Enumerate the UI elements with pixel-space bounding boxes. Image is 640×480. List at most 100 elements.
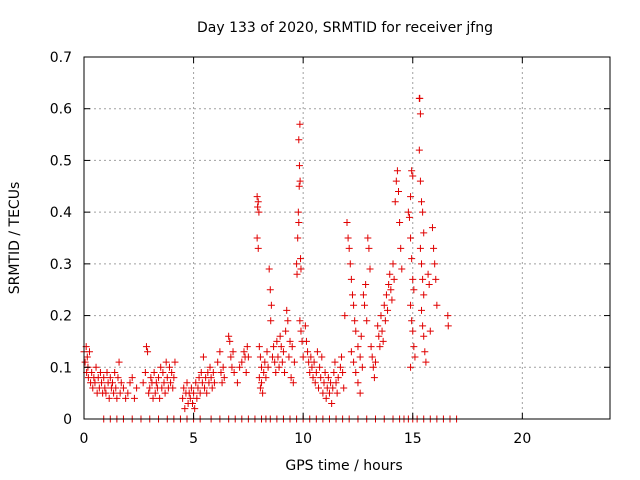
data-point xyxy=(254,198,262,206)
data-point xyxy=(306,368,314,376)
data-point xyxy=(196,389,204,397)
data-point xyxy=(83,353,91,361)
data-point xyxy=(382,291,390,299)
data-point xyxy=(201,384,209,392)
data-point xyxy=(295,182,303,190)
data-point xyxy=(198,379,206,387)
data-point xyxy=(255,374,263,382)
data-point xyxy=(416,177,424,185)
data-point xyxy=(274,353,282,361)
data-point xyxy=(81,358,89,366)
data-point xyxy=(419,322,427,330)
data-point xyxy=(230,368,238,376)
data-point xyxy=(255,208,263,216)
data-point xyxy=(391,198,399,206)
data-point xyxy=(209,368,217,376)
data-point xyxy=(343,218,351,226)
data-point xyxy=(150,368,158,376)
data-point xyxy=(124,389,132,397)
y-tick-label: 0.5 xyxy=(50,153,72,169)
data-point xyxy=(156,394,164,402)
y-tick-label: 0.1 xyxy=(50,360,72,376)
data-point xyxy=(295,136,303,144)
data-point xyxy=(319,389,327,397)
data-point xyxy=(444,312,452,320)
data-point xyxy=(220,374,228,382)
data-point xyxy=(424,270,432,278)
data-point xyxy=(256,353,264,361)
data-point xyxy=(276,332,284,340)
data-point xyxy=(199,353,207,361)
data-point xyxy=(329,384,337,392)
data-point xyxy=(317,374,325,382)
data-point xyxy=(179,394,187,402)
data-point xyxy=(398,265,406,273)
data-point xyxy=(361,301,369,309)
data-point xyxy=(350,358,358,366)
data-point xyxy=(191,405,199,413)
data-point xyxy=(112,384,120,392)
data-point xyxy=(404,208,412,216)
data-point xyxy=(428,224,436,232)
data-point xyxy=(271,358,279,366)
data-point xyxy=(254,244,262,252)
plot-area-border xyxy=(83,56,611,420)
data-point xyxy=(288,343,296,351)
data-point xyxy=(387,286,395,294)
data-point xyxy=(416,244,424,252)
x-tick-label: 10 xyxy=(294,431,312,447)
data-point xyxy=(275,363,283,371)
data-point xyxy=(416,110,424,118)
data-point xyxy=(258,379,266,387)
data-point xyxy=(376,343,384,351)
data-point xyxy=(419,208,427,216)
data-point xyxy=(169,384,177,392)
data-point xyxy=(265,265,273,273)
data-point xyxy=(242,368,250,376)
data-point xyxy=(168,368,176,376)
data-point xyxy=(313,348,321,356)
data-point xyxy=(369,363,377,371)
data-point xyxy=(389,260,397,268)
data-point xyxy=(145,389,153,397)
data-point xyxy=(108,379,116,387)
data-point xyxy=(351,317,359,325)
data-point xyxy=(155,374,163,382)
data-point xyxy=(312,368,320,376)
data-point xyxy=(116,389,124,397)
data-point xyxy=(236,363,244,371)
data-point xyxy=(253,193,261,201)
data-point xyxy=(243,343,251,351)
data-point xyxy=(320,379,328,387)
data-point xyxy=(294,208,302,216)
data-point xyxy=(193,394,201,402)
x-tick-label: 0 xyxy=(80,431,89,447)
data-point xyxy=(100,374,108,382)
data-point xyxy=(163,374,171,382)
data-point xyxy=(302,337,310,345)
data-point xyxy=(386,270,394,278)
data-point xyxy=(407,193,415,201)
data-point xyxy=(432,275,440,283)
data-point xyxy=(295,218,303,226)
data-point xyxy=(366,265,374,273)
data-point xyxy=(89,384,97,392)
data-point xyxy=(261,358,269,366)
data-point xyxy=(142,343,150,351)
x-axis-label: GPS time / hours xyxy=(285,458,402,474)
data-point xyxy=(170,374,178,382)
data-point xyxy=(227,353,235,361)
data-point xyxy=(407,301,415,309)
data-point xyxy=(330,368,338,376)
data-point xyxy=(371,358,379,366)
data-point xyxy=(281,368,289,376)
data-point xyxy=(418,198,426,206)
data-point xyxy=(331,358,339,366)
data-point xyxy=(315,384,323,392)
data-point xyxy=(328,399,336,407)
data-point xyxy=(301,322,309,330)
data-point xyxy=(259,389,267,397)
data-point xyxy=(431,260,439,268)
data-point xyxy=(165,363,173,371)
